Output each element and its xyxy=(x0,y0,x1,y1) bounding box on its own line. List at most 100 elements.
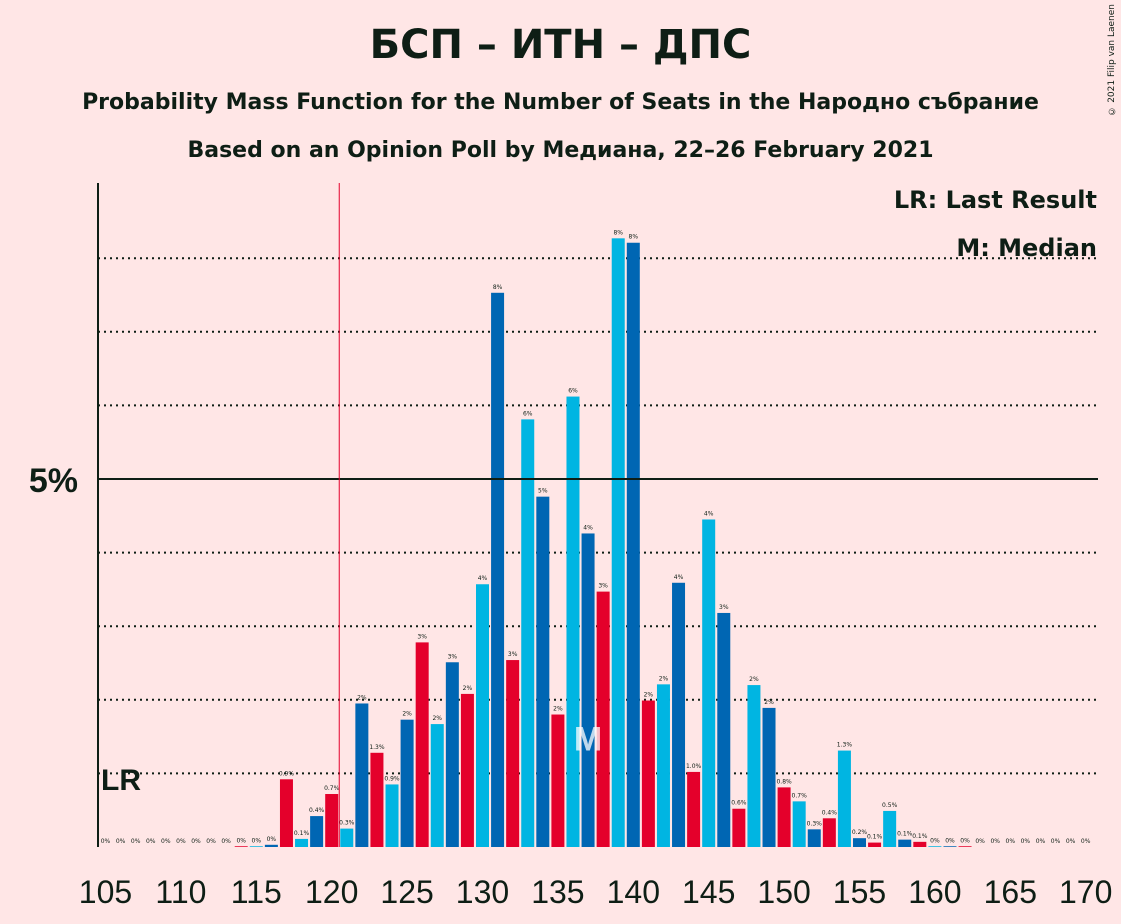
bar-130 xyxy=(476,584,489,847)
bar-117 xyxy=(279,779,293,847)
x-tick-label-105: 105 xyxy=(79,874,132,910)
bar-120 xyxy=(325,794,339,847)
bar-label-111: 0% xyxy=(191,838,201,845)
bar-118 xyxy=(295,838,309,847)
bar-label-161: 0% xyxy=(945,837,955,844)
bar-label-170: 0% xyxy=(1081,838,1091,845)
x-tick-label-135: 135 xyxy=(531,874,584,910)
bar-label-164: 0% xyxy=(990,838,1000,845)
bar-label-160: 0% xyxy=(930,837,940,844)
bar-label-148: 2% xyxy=(749,676,759,683)
bar-label-166: 0% xyxy=(1021,838,1031,845)
bar-137 xyxy=(581,533,595,847)
bar-150 xyxy=(777,787,791,847)
bar-label-168: 0% xyxy=(1051,838,1061,845)
bar-157 xyxy=(883,810,897,847)
bar-label-106: 0% xyxy=(116,838,126,845)
bar-156 xyxy=(868,842,882,847)
bar-127 xyxy=(430,724,444,847)
bar-label-117: 0.9% xyxy=(279,770,295,777)
bar-135 xyxy=(551,714,565,847)
bar-148 xyxy=(747,685,761,847)
bar-label-167: 0% xyxy=(1036,838,1046,845)
x-tick-label-125: 125 xyxy=(380,874,433,910)
bar-145 xyxy=(702,519,716,847)
bar-123 xyxy=(370,752,384,847)
bar-119 xyxy=(310,816,324,847)
y-tick-label-5pct: 5% xyxy=(29,462,78,500)
bar-122 xyxy=(355,703,369,847)
bar-label-133: 6% xyxy=(523,410,533,417)
x-tick-label-170: 170 xyxy=(1059,874,1112,910)
bar-label-129: 2% xyxy=(463,685,473,692)
bar-label-135: 2% xyxy=(553,706,563,713)
bar-147 xyxy=(732,808,746,847)
bar-128 xyxy=(445,662,459,847)
bar-label-151: 0.7% xyxy=(792,792,808,799)
bar-160 xyxy=(928,846,942,847)
bar-label-139: 8% xyxy=(613,229,623,236)
bar-label-120: 0.7% xyxy=(324,785,340,792)
bar-label-130: 4% xyxy=(478,575,488,582)
bar-152 xyxy=(807,829,821,847)
bar-label-143: 4% xyxy=(674,574,684,581)
bar-label-141: 2% xyxy=(644,692,654,699)
bar-label-107: 0% xyxy=(131,838,141,845)
bar-146 xyxy=(717,612,731,847)
x-tick-label-115: 115 xyxy=(231,874,282,910)
bar-label-108: 0% xyxy=(146,838,156,845)
bar-label-134: 5% xyxy=(538,488,548,495)
bar-label-116: 0% xyxy=(267,836,277,843)
chart-subtitle-source: Based on an Opinion Poll by Медиана, 22–… xyxy=(187,138,934,163)
bar-144 xyxy=(687,771,701,847)
bar-label-138: 3% xyxy=(598,583,608,590)
x-tick-label-165: 165 xyxy=(984,874,1037,910)
bar-label-112: 0% xyxy=(206,838,216,845)
bar-138 xyxy=(596,591,610,847)
chart-title: БСП – ИТН – ДПС xyxy=(369,22,752,68)
bar-159 xyxy=(913,841,927,847)
legend-median: M: Median xyxy=(956,234,1097,262)
bar-125 xyxy=(400,719,414,847)
bar-label-157: 0.5% xyxy=(882,802,898,809)
bar-132 xyxy=(506,660,520,847)
bar-label-156: 0.1% xyxy=(867,834,883,841)
bar-label-119: 0.4% xyxy=(309,807,325,814)
bar-139 xyxy=(611,238,625,847)
bar-label-150: 0.8% xyxy=(776,778,792,785)
bar-134 xyxy=(536,496,550,847)
x-tick-label-145: 145 xyxy=(682,874,735,910)
bar-158 xyxy=(898,839,912,847)
bar-label-114: 0% xyxy=(236,837,246,844)
bar-140 xyxy=(626,242,640,847)
bar-label-126: 3% xyxy=(417,633,427,640)
bar-142 xyxy=(656,684,670,847)
last-result-label: LR xyxy=(101,764,141,797)
bar-133 xyxy=(521,419,535,847)
x-tick-label-150: 150 xyxy=(757,874,810,910)
bar-label-159: 0.1% xyxy=(912,833,928,840)
bar-136 xyxy=(566,396,580,847)
bar-label-158: 0.1% xyxy=(897,831,913,838)
bar-153 xyxy=(822,818,836,847)
median-marker: M xyxy=(574,720,602,758)
bar-149 xyxy=(762,707,776,847)
bar-label-165: 0% xyxy=(1006,838,1016,845)
bar-label-124: 0.9% xyxy=(384,775,400,782)
bar-143 xyxy=(672,582,686,847)
bar-151 xyxy=(792,801,806,847)
bar-label-109: 0% xyxy=(161,838,171,845)
bar-126 xyxy=(415,642,429,847)
bar-155 xyxy=(853,838,866,847)
bar-141 xyxy=(641,700,655,847)
bar-129 xyxy=(460,693,474,847)
bar-124 xyxy=(385,784,399,847)
x-tick-label-120: 120 xyxy=(305,874,358,910)
chart-subtitle: Probability Mass Function for the Number… xyxy=(82,90,1039,115)
bar-115 xyxy=(249,846,263,847)
x-tick-label-130: 130 xyxy=(456,874,509,910)
bar-label-152: 0.3% xyxy=(807,820,823,827)
x-tick-label-155: 155 xyxy=(833,874,886,910)
bar-label-147: 0.6% xyxy=(731,800,747,807)
bar-label-169: 0% xyxy=(1066,838,1076,845)
